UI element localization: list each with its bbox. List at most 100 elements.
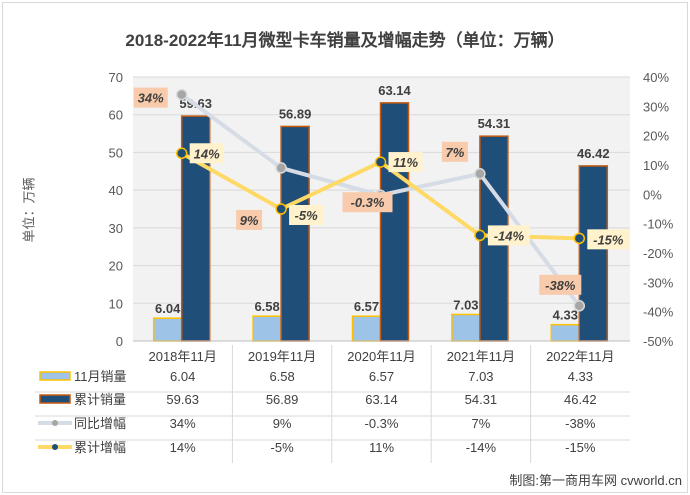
bar-cumulative-sales xyxy=(578,165,609,342)
y-tick-label: 20 xyxy=(109,259,123,274)
x-tick-label: 2020年11月 xyxy=(347,349,415,364)
table-cell: 63.14 xyxy=(365,392,398,407)
bar-monthly-sales xyxy=(152,317,183,342)
legend-key-yoy-growth-marker xyxy=(52,420,58,426)
yoy-growth-label-box xyxy=(342,192,393,213)
table-row-header: 累计增幅 xyxy=(74,440,126,455)
y2-tick-label: 40% xyxy=(643,70,669,85)
table-row-header: 11月销量 xyxy=(74,369,127,384)
cumulative-growth-data-label: -15% xyxy=(593,232,624,247)
bar-label-monthly: 6.57 xyxy=(354,299,379,314)
yoy-growth-data-label: 9% xyxy=(240,213,259,228)
credit-text: 制图:第一商用车网 cvworld.cn xyxy=(509,473,682,488)
y-tick-label: 60 xyxy=(109,108,123,123)
cumulative-growth-label-box xyxy=(289,205,324,225)
yoy-growth-label-box xyxy=(539,274,582,295)
table-cell: -14% xyxy=(466,440,497,455)
cumulative-growth-marker xyxy=(573,232,586,245)
cumulative-growth-label-box xyxy=(587,229,630,250)
cumulative-growth-marker xyxy=(374,156,387,168)
cumulative-growth-marker xyxy=(474,229,486,242)
yoy-growth-marker xyxy=(474,168,486,180)
cumulative-growth-label-box xyxy=(388,152,423,173)
table-cell: 4.33 xyxy=(568,369,593,384)
table-cell: 59.63 xyxy=(166,392,199,407)
table-cell: 6.04 xyxy=(170,369,195,384)
bar-label-monthly: 6.58 xyxy=(254,299,279,314)
bar-label-monthly: 7.03 xyxy=(453,297,478,312)
cumulative-growth-marker xyxy=(175,147,188,160)
table-row-header: 累计销量 xyxy=(74,392,126,407)
table-cell: 9% xyxy=(273,416,292,431)
table-cell: 6.57 xyxy=(369,369,394,384)
yoy-growth-data-label: -0.3% xyxy=(351,195,385,210)
y-tick-label: 70 xyxy=(109,70,123,85)
y-tick-label: 50 xyxy=(109,145,123,160)
bar-monthly-sales xyxy=(351,315,382,342)
yoy-growth-marker xyxy=(175,88,188,101)
y-tick-label: 10 xyxy=(109,296,123,311)
table-cell: 56.89 xyxy=(266,392,299,407)
y-tick-label: 40 xyxy=(109,183,123,198)
cumulative-growth-data-label: -5% xyxy=(295,208,319,223)
cumulative-growth-label-box xyxy=(189,143,224,164)
table-row-header: 同比增幅 xyxy=(74,416,126,431)
table-cell: 6.58 xyxy=(269,369,294,384)
yoy-growth-label-box xyxy=(133,87,168,108)
table-cell: -0.3% xyxy=(365,416,399,431)
legend-key-monthly-sales xyxy=(39,371,71,381)
table-cell: 11% xyxy=(369,440,394,455)
y2-tick-label: -20% xyxy=(643,246,674,261)
table-cell: 7% xyxy=(472,416,491,431)
table-cell: -38% xyxy=(565,416,596,431)
bar-label-cumulative: 56.89 xyxy=(279,106,312,121)
y-tick-label: 30 xyxy=(109,221,123,236)
legend-key-cumulative-growth-marker xyxy=(52,444,58,450)
yoy-growth-label-box xyxy=(236,209,263,230)
y2-tick-label: -50% xyxy=(643,334,674,349)
y2-tick-label: -30% xyxy=(643,275,674,290)
bar-monthly-sales xyxy=(550,323,581,342)
table-cell: 7.03 xyxy=(468,369,493,384)
y2-tick-label: 20% xyxy=(643,129,669,144)
y2-tick-label: -10% xyxy=(643,217,674,232)
y2-tick-label: 30% xyxy=(643,99,669,114)
x-tick-label: 2021年11月 xyxy=(447,349,515,364)
yoy-growth-data-label: 34% xyxy=(138,91,164,106)
bar-cumulative-sales xyxy=(280,125,310,342)
yoy-growth-data-label: -38% xyxy=(545,278,576,293)
bar-label-cumulative: 63.14 xyxy=(378,83,411,98)
x-tick-label: 2019年11月 xyxy=(248,349,316,364)
cumulative-growth-data-label: 11% xyxy=(393,155,418,170)
x-tick-label: 2018年11月 xyxy=(148,349,216,364)
bar-label-cumulative: 46.42 xyxy=(577,146,610,161)
yoy-growth-marker xyxy=(573,300,586,312)
bar-cumulative-sales xyxy=(379,102,410,342)
y2-tick-label: 10% xyxy=(643,158,669,173)
yoy-growth-data-label: 7% xyxy=(446,145,465,160)
y2-tick-label: 0% xyxy=(643,187,662,202)
chart-title: 2018-2022年11月微型卡车销量及增幅走势（单位：万辆） xyxy=(125,31,565,50)
cumulative-growth-data-label: -14% xyxy=(494,228,525,243)
bar-label-monthly: 4.33 xyxy=(553,308,578,323)
table-cell: 46.42 xyxy=(564,392,597,407)
bar-label-cumulative: 54.31 xyxy=(478,116,511,131)
bar-monthly-sales xyxy=(252,315,282,342)
cumulative-growth-label-box xyxy=(487,225,530,246)
x-tick-label: 2022年11月 xyxy=(546,349,614,364)
table-cell: 54.31 xyxy=(465,392,498,407)
table-cell: -15% xyxy=(565,440,596,455)
bar-label-monthly: 6.04 xyxy=(155,301,181,316)
yoy-growth-label-box xyxy=(441,141,468,162)
y2-tick-label: -40% xyxy=(643,305,674,320)
cumulative-growth-data-label: 14% xyxy=(194,146,220,161)
yoy-growth-marker xyxy=(275,162,287,174)
table-cell: 14% xyxy=(170,440,196,455)
legend-key-cumulative-sales xyxy=(39,394,71,404)
table-cell: 34% xyxy=(170,416,196,431)
cumulative-growth-marker xyxy=(275,203,287,215)
y-tick-label: 0 xyxy=(116,334,123,349)
table-cell: -5% xyxy=(271,440,295,455)
bar-monthly-sales xyxy=(451,313,481,342)
